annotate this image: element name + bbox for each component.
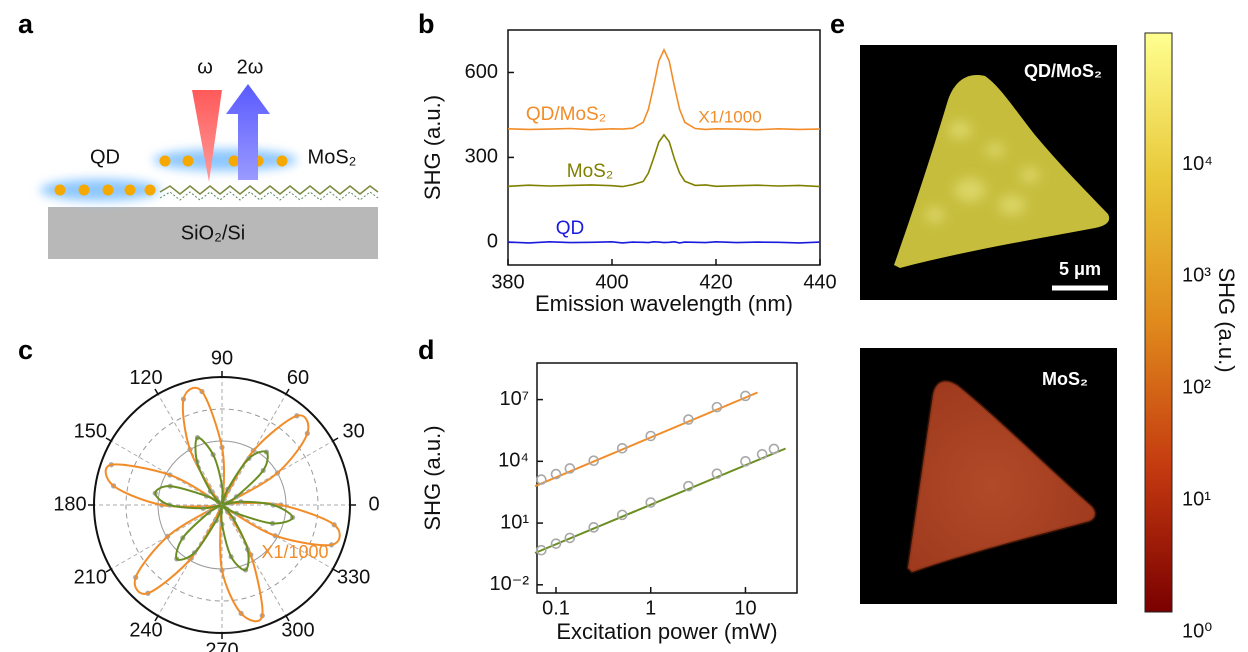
qd-glow [153,149,297,171]
substrate-label: SiO₂/Si [181,222,245,244]
colorbar-label: SHG (a.u.) [1214,267,1239,372]
map-label: QD/MoS₂ [1024,61,1102,81]
colorbar-tick-label: 10³ [1182,265,1211,287]
panel-label: e [830,9,845,39]
theta-tick-label: 270 [205,639,238,652]
x-axis-label: Emission wavelength (nm) [535,291,793,316]
fit-curve [154,436,294,572]
map-label: MoS₂ [1042,369,1088,389]
x-axis-label: Excitation power (mW) [556,619,777,644]
data-point [768,443,780,455]
x-tick-label: 1 [645,597,656,619]
data-point [756,448,768,460]
flake-qd-mos2 [894,75,1110,268]
scale-bar-label: 5 μm [1059,259,1101,279]
pump-arrow [192,90,222,182]
fit-line [534,391,758,488]
quantum-dots [54,155,288,196]
data-point [645,497,657,508]
theta-tick-label: 330 [337,566,370,588]
substrate [48,207,378,259]
data-point [536,474,547,485]
data-point [740,390,751,402]
data-point [564,532,576,544]
fit-curve [104,386,341,623]
data-point [711,468,723,480]
data-point [616,509,628,521]
x-tick-label: 0.1 [542,597,570,619]
y-axis-label: SHG (a.u.) [420,425,445,530]
theta-tick-label: 30 [343,420,365,442]
series-label: QD/MoS₂ [526,104,606,125]
theta-tick-label: 300 [281,620,314,642]
y-tick-label: 300 [465,146,498,168]
panel-label: d [418,335,435,365]
data-point [616,442,628,454]
series-line [507,240,821,244]
plot-frame [507,29,821,266]
colorbar-tick-label: 10⁴ [1182,153,1213,175]
plot-frame [536,362,798,594]
panel-label: b [418,9,435,39]
mos2-label: MoS₂ [308,146,357,168]
data-point [683,480,694,492]
data-point [740,456,751,467]
colorbar-tick-label: 10¹ [1182,488,1211,510]
x-tick-label: 380 [491,271,524,293]
x-tick-label: 400 [595,271,628,293]
schematic: SiO₂/Si ω 2ω QD MoS₂ [40,56,379,259]
mos2-lattice [159,191,379,201]
theta-tick-label: 0 [368,493,379,515]
theta-tick-label: 120 [129,367,162,389]
x-tick-label: 420 [699,271,732,293]
pump-label: ω [197,56,213,78]
data-point [550,538,562,549]
data-point [683,414,694,425]
data-point [711,401,723,413]
qd-label: QD [90,146,120,168]
theta-tick-label: 180 [53,493,86,515]
data-point [536,544,547,556]
colorbar [1144,32,1173,613]
shg-label: 2ω [237,56,264,78]
theta-tick-label: 240 [129,620,162,642]
y-tick-label: 10⁻² [490,573,530,595]
theta-tick-label: 60 [287,367,309,389]
x-tick-label: 10 [734,597,756,619]
radial-grid [93,376,351,634]
panel-label: c [18,335,33,365]
panel-label: a [18,9,34,39]
series-label: MoS₂ [567,161,613,182]
data-point [564,463,576,474]
y-axis-label: SHG (a.u.) [420,95,445,200]
data-point [550,468,562,480]
radial-grid [125,408,319,602]
data-point [588,455,600,467]
shg-arrow [226,84,270,180]
y-tick-label: 0 [487,231,498,253]
theta-tick-label: 150 [74,420,107,442]
data-point [588,522,600,533]
annotation: X1/1000 [261,542,328,562]
mos2-lattice [159,185,379,195]
series-line [507,133,821,188]
y-tick-label: 600 [465,61,498,83]
annotation: X1/1000 [698,107,761,126]
shg-maps: QD/MoS₂ 5 μm MoS₂ SHG (a.u.) [860,32,1239,613]
colorbar-tick-label: 10⁰ [1182,620,1212,642]
y-tick-label: 10⁴ [498,450,529,472]
data-point [645,430,657,442]
series-line [507,47,821,131]
series-label: QD [556,218,585,239]
y-tick-label: 10¹ [500,511,529,533]
flake-texture [925,121,1040,223]
theta-tick-label: 90 [211,347,233,369]
colorbar-tick-label: 10² [1182,377,1211,399]
x-tick-label: 440 [803,271,836,293]
theta-tick-label: 210 [74,566,107,588]
flake-mos2 [906,379,1097,574]
y-tick-label: 10⁷ [500,388,529,410]
